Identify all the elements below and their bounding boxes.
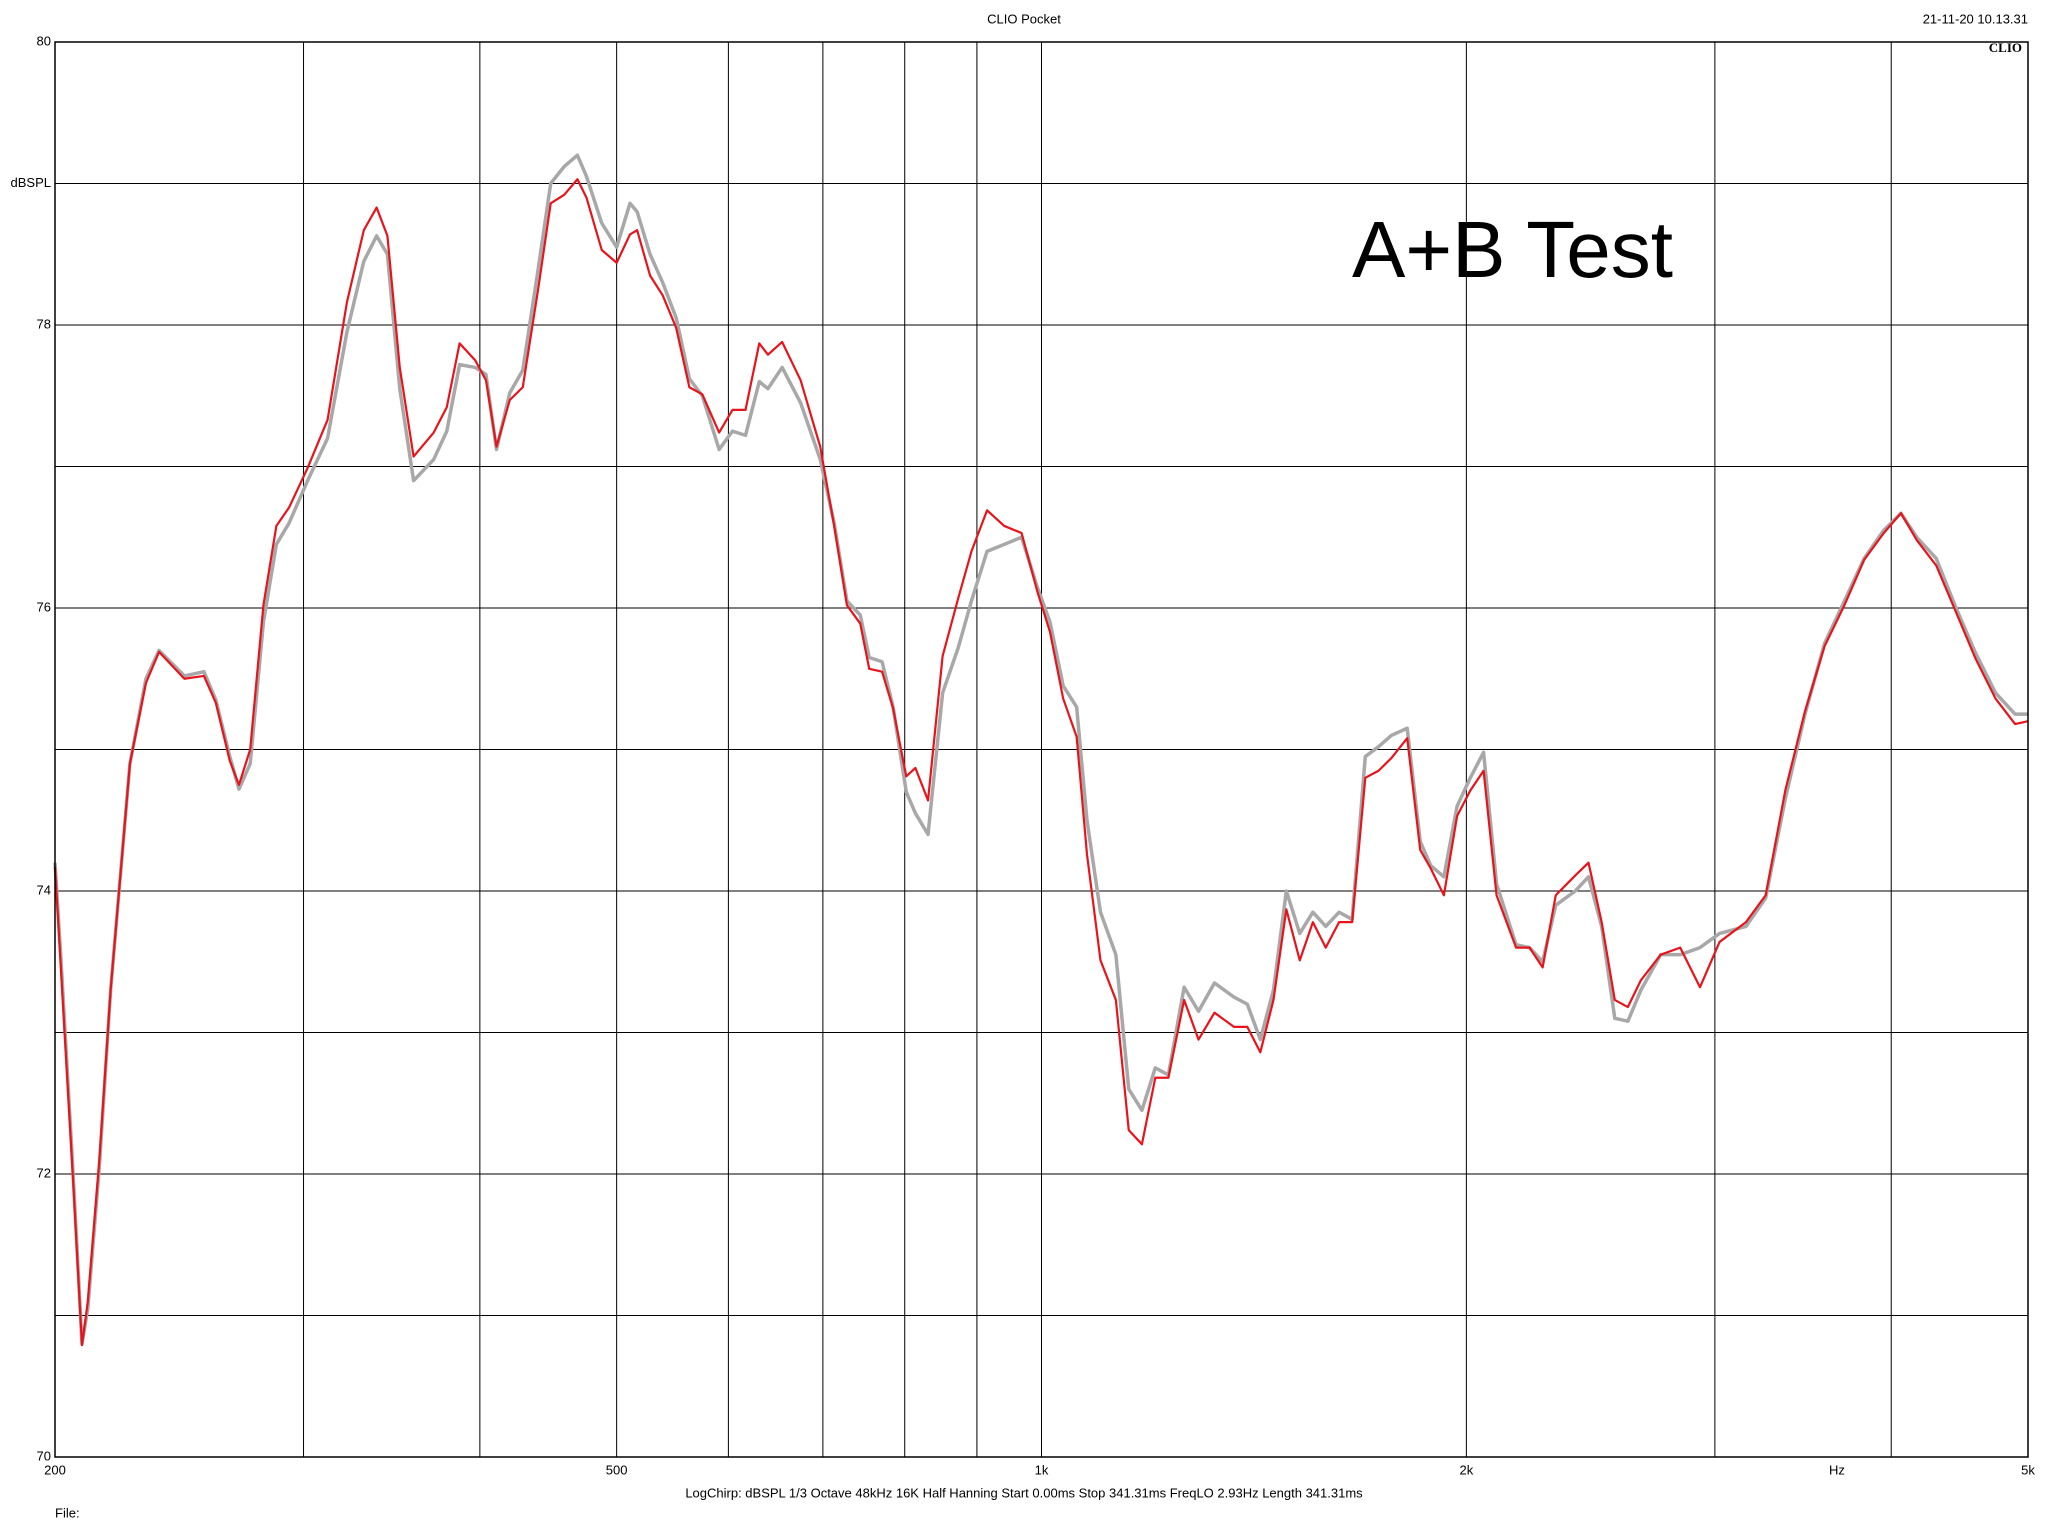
x-axis-label: Hz xyxy=(1829,1462,1845,1477)
y-axis-label: dBSPL xyxy=(11,175,51,190)
x-tick-label: 500 xyxy=(606,1462,628,1477)
plot-frame xyxy=(54,41,2029,1458)
logo: CLIO xyxy=(1989,40,2022,55)
x-tick-label: 1k xyxy=(1035,1462,1049,1477)
series-line xyxy=(53,178,2029,1347)
chart-title: CLIO Pocket xyxy=(987,11,1061,26)
y-tick-label: 78 xyxy=(37,316,51,331)
y-tick-label: 70 xyxy=(37,1448,51,1463)
y-tick-label: 74 xyxy=(37,882,51,897)
y-tick-label: 76 xyxy=(37,599,51,614)
x-tick-label: 200 xyxy=(44,1462,66,1477)
annotation: A+B Test xyxy=(1352,205,1673,294)
timestamp: 21-11-20 10.13.31 xyxy=(1923,11,2028,26)
y-tick-label: 80 xyxy=(37,33,51,48)
file-label: File: xyxy=(55,1505,80,1520)
x-tick-label: 2k xyxy=(1459,1462,1473,1477)
x-tick-label: 5k xyxy=(2021,1462,2035,1477)
series-line xyxy=(53,153,2028,1346)
y-tick-label: 72 xyxy=(37,1165,51,1180)
footer: LogChirp: dBSPL 1/3 Octave 48kHz 16K Hal… xyxy=(685,1485,1363,1500)
